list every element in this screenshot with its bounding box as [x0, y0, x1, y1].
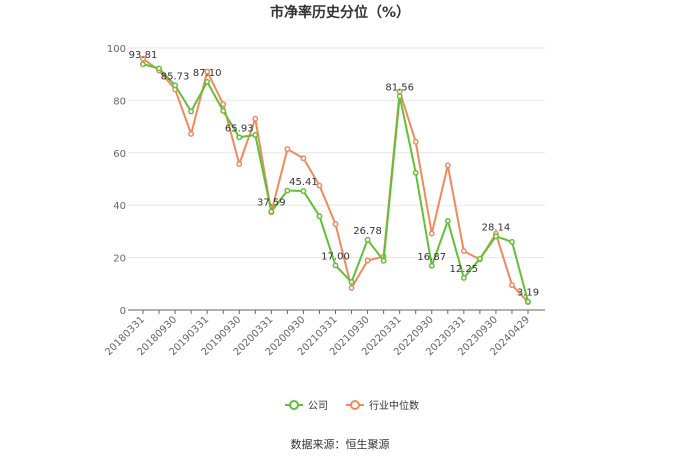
data-point	[509, 282, 515, 289]
data-point	[316, 213, 323, 220]
data-label: 65.93	[225, 123, 254, 134]
data-point	[284, 146, 291, 153]
data-point	[364, 257, 371, 264]
data-point	[236, 134, 243, 141]
data-point	[268, 208, 275, 215]
data-point	[284, 187, 291, 194]
legend-swatch-marker	[289, 400, 299, 410]
data-point	[140, 61, 146, 68]
legend-item[interactable]: 行业中位数	[346, 399, 419, 412]
legend-label: 行业中位数	[369, 399, 419, 412]
data-point	[188, 130, 195, 137]
data-label: 28.14	[482, 222, 511, 233]
data-point	[348, 285, 355, 291]
y-tick-label: 60	[113, 149, 126, 160]
legend-item[interactable]: 公司	[285, 400, 328, 412]
data-label: 12.25	[450, 264, 479, 275]
data-point	[220, 101, 227, 108]
data-point	[332, 262, 339, 269]
data-point	[204, 78, 211, 85]
data-point	[204, 68, 211, 75]
y-tick-label: 20	[113, 254, 126, 265]
data-point	[396, 93, 403, 100]
data-point	[220, 107, 227, 114]
data-point	[140, 55, 146, 62]
data-point	[156, 65, 162, 72]
series-lines	[140, 55, 531, 306]
data-point	[300, 188, 307, 194]
data-point	[300, 155, 307, 162]
data-point	[509, 238, 515, 245]
line-chart: 0204060801002018033120180930201903312019…	[103, 44, 545, 412]
data-label: 26.78	[353, 226, 382, 237]
axes: 0204060801002018033120180930201903312019…	[103, 44, 545, 358]
legend-swatch-marker	[350, 400, 360, 410]
data-point	[444, 162, 451, 169]
data-point	[412, 138, 419, 145]
data-point	[172, 82, 179, 89]
data-point	[412, 169, 419, 176]
y-tick-label: 100	[107, 44, 126, 55]
data-point	[380, 257, 387, 264]
data-point	[460, 248, 467, 255]
data-label: 17.00	[321, 251, 350, 262]
data-point	[525, 298, 531, 305]
data-label: 16.87	[417, 252, 446, 263]
data-point	[188, 108, 195, 115]
data-point	[492, 233, 499, 240]
data-label: 87.10	[193, 68, 222, 79]
data-point	[236, 161, 243, 168]
data-label: 85.73	[161, 71, 190, 82]
data-point	[460, 274, 467, 281]
data-label: 45.41	[289, 177, 318, 188]
data-label: 3.19	[517, 288, 539, 299]
y-tick-label: 0	[120, 306, 126, 317]
legend[interactable]: 公司 行业中位数	[285, 399, 419, 412]
grid-lines	[128, 47, 545, 311]
data-point	[252, 115, 259, 122]
data-source: 数据来源：恒生聚源	[290, 438, 390, 451]
chart-title: 市净率历史分位（%）	[269, 5, 411, 21]
data-label: 81.56	[385, 82, 414, 93]
data-point	[348, 279, 355, 285]
data-point	[476, 255, 483, 262]
data-point	[428, 262, 435, 269]
data-point	[444, 217, 451, 224]
y-tick-label: 80	[113, 96, 126, 107]
data-point	[364, 236, 371, 243]
data-point	[316, 182, 323, 189]
data-point	[252, 132, 259, 138]
data-label: 93.81	[129, 50, 158, 61]
data-point	[428, 230, 435, 237]
legend-label: 公司	[308, 401, 328, 412]
y-tick-label: 40	[113, 201, 126, 212]
data-point	[332, 221, 339, 228]
data-label: 37.59	[257, 198, 286, 209]
